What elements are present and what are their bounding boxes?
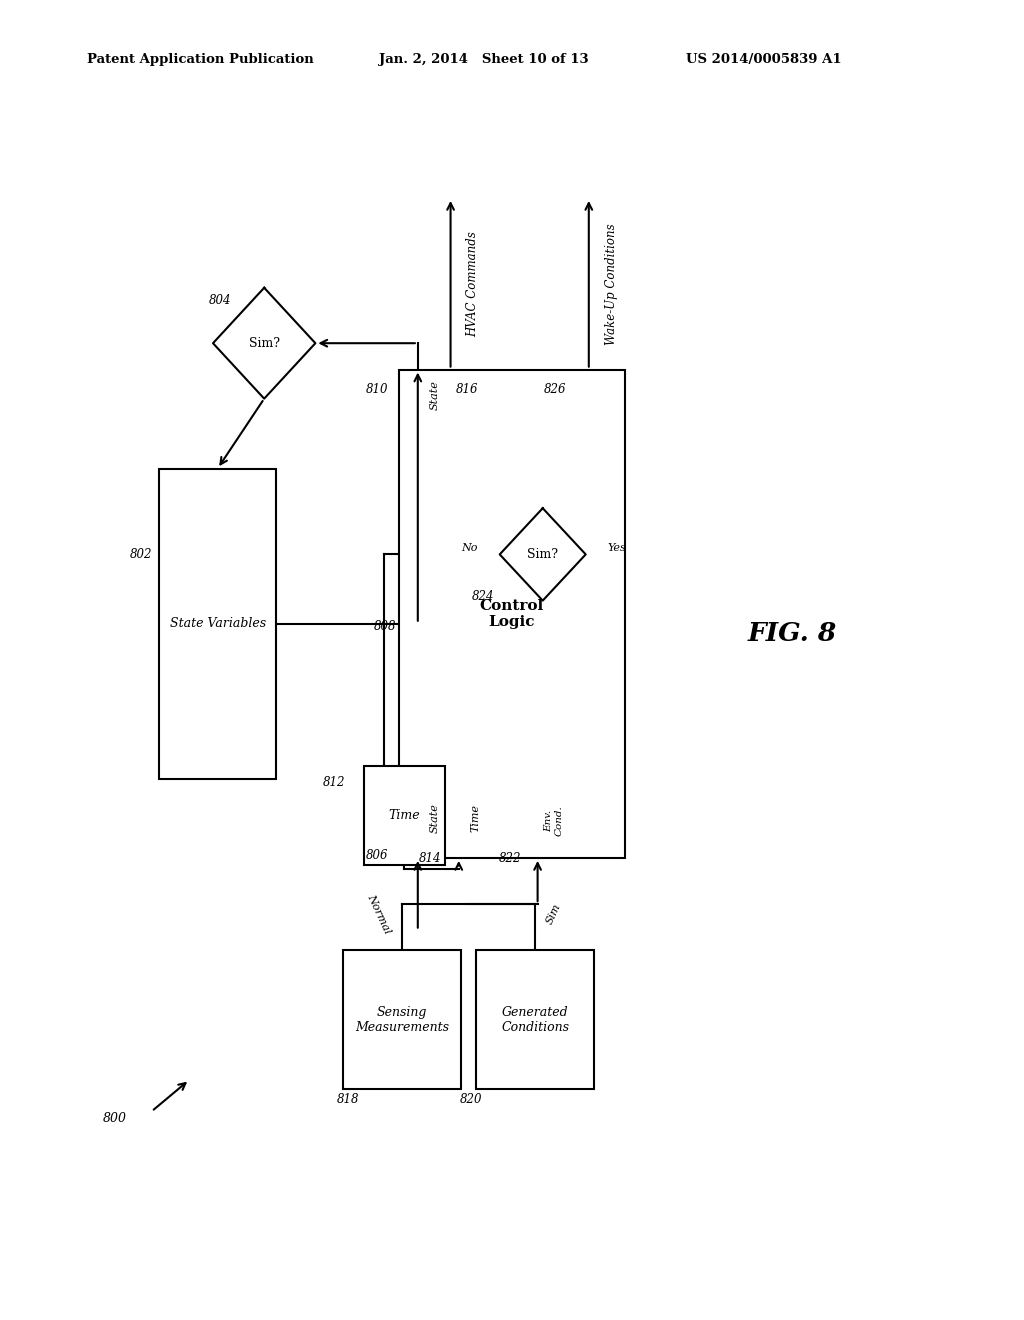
Text: Sim: Sim	[545, 902, 562, 927]
Text: 802: 802	[130, 548, 153, 561]
Text: State: State	[429, 804, 439, 833]
Text: Normal: Normal	[366, 892, 393, 936]
Text: Wake-Up Conditions: Wake-Up Conditions	[605, 223, 617, 345]
Text: 816: 816	[456, 383, 478, 396]
Bar	[364, 766, 445, 865]
Bar	[399, 370, 625, 858]
Text: 822: 822	[499, 851, 521, 865]
Text: 826: 826	[544, 383, 566, 396]
Text: 804: 804	[209, 294, 231, 308]
Text: 824: 824	[472, 590, 495, 603]
Text: 814: 814	[419, 851, 441, 865]
Text: Patent Application Publication: Patent Application Publication	[87, 53, 313, 66]
Text: 812: 812	[323, 776, 345, 789]
Text: HVAC Commands: HVAC Commands	[467, 231, 479, 337]
Text: 818: 818	[337, 1093, 359, 1106]
Text: 820: 820	[460, 1093, 482, 1106]
Text: Jan. 2, 2014   Sheet 10 of 13: Jan. 2, 2014 Sheet 10 of 13	[379, 53, 589, 66]
Bar	[476, 950, 594, 1089]
Bar	[159, 469, 276, 779]
Bar	[343, 950, 461, 1089]
Text: Sensing
Measurements: Sensing Measurements	[355, 1006, 449, 1034]
Text: 806: 806	[366, 849, 388, 862]
Text: Env.
Cond.: Env. Cond.	[545, 805, 563, 837]
Text: Control
Logic: Control Logic	[480, 599, 544, 628]
Text: No: No	[461, 543, 477, 553]
Text: 808: 808	[374, 620, 396, 634]
Text: Time: Time	[470, 804, 480, 833]
Text: Sim?: Sim?	[249, 337, 280, 350]
Text: US 2014/0005839 A1: US 2014/0005839 A1	[686, 53, 842, 66]
Text: Generated
Conditions: Generated Conditions	[501, 1006, 569, 1034]
Text: State Variables: State Variables	[170, 618, 265, 630]
Text: 810: 810	[366, 383, 388, 396]
Text: Time: Time	[389, 809, 420, 821]
Text: Sim?: Sim?	[527, 548, 558, 561]
Text: Yes: Yes	[607, 543, 626, 553]
Text: FIG. 8: FIG. 8	[748, 622, 837, 645]
Text: State: State	[429, 380, 439, 411]
Text: 800: 800	[102, 1111, 126, 1125]
